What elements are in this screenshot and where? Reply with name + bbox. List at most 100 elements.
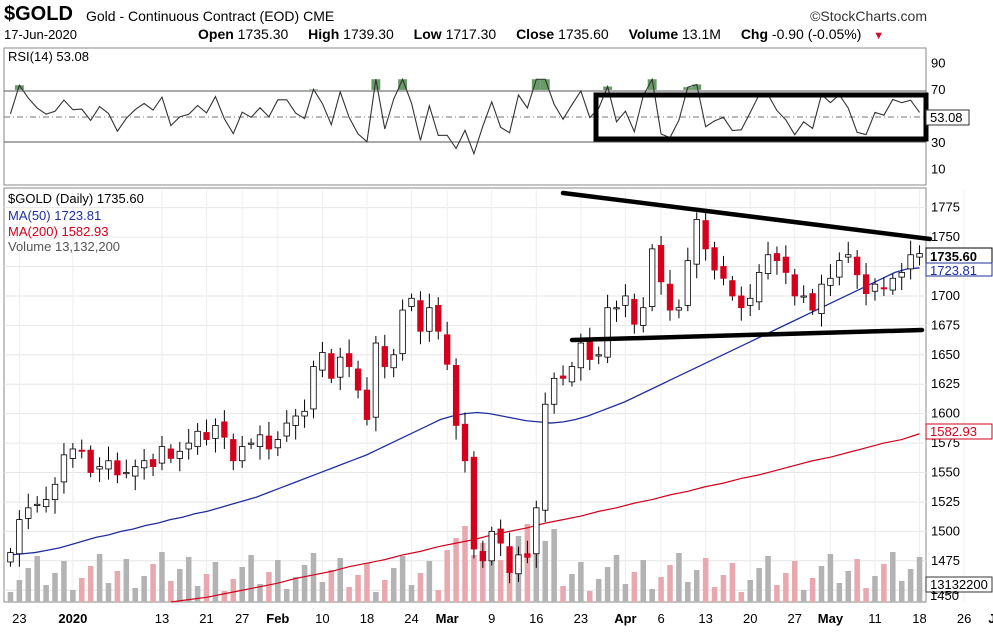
volume-bar <box>168 581 174 602</box>
candle-body <box>408 297 415 307</box>
candle-body <box>96 466 103 470</box>
y-tick-label: 1475 <box>931 553 960 568</box>
volume-bar <box>497 560 504 602</box>
rsi-legend: RSI(14) 53.08 <box>8 49 89 64</box>
candle-body <box>337 356 344 378</box>
volume-bar <box>159 552 165 602</box>
ma200-line <box>170 433 920 603</box>
candle-body <box>390 354 397 369</box>
x-tick-label: 2020 <box>58 611 87 626</box>
price-panel: 1450147515001525155015751600162516501675… <box>3 187 993 626</box>
volume-bar <box>578 562 584 602</box>
volume-bar <box>364 563 370 602</box>
volume-bar <box>257 584 263 602</box>
volume-bar <box>622 584 629 602</box>
candle-body <box>559 375 567 379</box>
volume-bar <box>25 568 32 602</box>
candle-body <box>622 295 629 306</box>
volume-value: 13.1M <box>682 26 721 42</box>
candle-body <box>755 271 763 303</box>
y-tick-label: 1700 <box>931 288 960 303</box>
volume-bar <box>248 555 254 602</box>
candle-body <box>809 293 816 311</box>
volume-bar <box>61 561 67 602</box>
volume-bar <box>711 587 718 602</box>
rsi-tick-label: 30 <box>931 135 945 150</box>
volume-bar <box>587 591 593 602</box>
candle-body <box>586 341 593 360</box>
support-trendline <box>569 327 925 343</box>
volume-bar <box>355 575 361 602</box>
volume-bar <box>765 556 771 602</box>
volume-bar <box>230 579 237 602</box>
volume-bar <box>471 555 477 602</box>
volume-bar <box>872 576 878 602</box>
y-tick-label: 1675 <box>931 317 960 332</box>
volume-bar <box>390 568 397 602</box>
candle-body <box>649 248 656 307</box>
y-tick-label: 1500 <box>931 523 960 538</box>
volume-bar <box>890 552 896 602</box>
x-tick-label: 18 <box>912 611 926 626</box>
volume-bar <box>408 585 415 602</box>
volume-bar <box>382 580 388 602</box>
volume-bar <box>462 526 468 602</box>
candle-body <box>78 449 85 452</box>
candle-body <box>595 354 602 357</box>
candle-body <box>292 415 299 426</box>
y-tick-label: 1650 <box>931 347 960 362</box>
quote-bar: Open 1735.30 High 1739.30 Low 1717.30 Cl… <box>198 26 885 42</box>
candle-body <box>149 459 157 468</box>
volume-bar <box>747 580 753 602</box>
volume-bar <box>78 578 85 602</box>
volume-bar <box>729 563 736 602</box>
candle-body <box>550 377 558 405</box>
volume-bar <box>863 588 869 602</box>
candle-body <box>533 507 540 555</box>
candle-body <box>60 454 68 483</box>
x-tick-label: 26 <box>957 611 971 626</box>
x-tick-label: 9 <box>488 611 495 626</box>
volume-bar <box>542 541 548 602</box>
candle-body <box>212 425 219 439</box>
x-tick-label: Feb <box>266 611 289 626</box>
candle-body <box>497 528 504 544</box>
candle-body <box>782 256 790 273</box>
volume-bar <box>373 592 379 602</box>
x-tick-label: 16 <box>529 611 543 626</box>
volume-bar <box>52 573 58 602</box>
volume-bar <box>595 579 602 602</box>
candle-body <box>684 260 691 306</box>
volume-bar <box>283 589 290 602</box>
volume-bar <box>177 569 183 602</box>
volume-bar <box>435 590 442 602</box>
volume-bar <box>221 591 228 602</box>
candle-body <box>862 274 870 294</box>
volume-bar <box>185 557 192 602</box>
candle-body <box>675 307 683 311</box>
volume-bar <box>488 531 495 602</box>
ma200-legend: MA(200) 1582.93 <box>8 224 108 239</box>
volume-bar <box>132 588 138 602</box>
volume-bar <box>150 564 156 602</box>
candle-body <box>880 287 888 290</box>
candle-body <box>898 271 905 278</box>
volume-bar <box>96 554 103 602</box>
ma50-legend: MA(50) 1723.81 <box>8 208 101 223</box>
candle-body <box>87 449 94 473</box>
candle-body <box>176 450 183 459</box>
volume-bar <box>292 577 299 602</box>
volume-bar <box>444 550 450 602</box>
volume-bar <box>809 578 816 602</box>
volume-bar <box>854 559 860 602</box>
price-legend: $GOLD (Daily) 1735.60 <box>8 191 144 206</box>
candle-body <box>69 448 77 459</box>
candle-body <box>372 342 380 418</box>
candle-body <box>800 295 807 298</box>
rsi-overbought-fill <box>647 79 657 90</box>
x-tick-label: 10 <box>315 611 329 626</box>
candle-body <box>452 364 460 426</box>
x-tick-label: 20 <box>743 611 757 626</box>
candle-body <box>51 483 59 500</box>
